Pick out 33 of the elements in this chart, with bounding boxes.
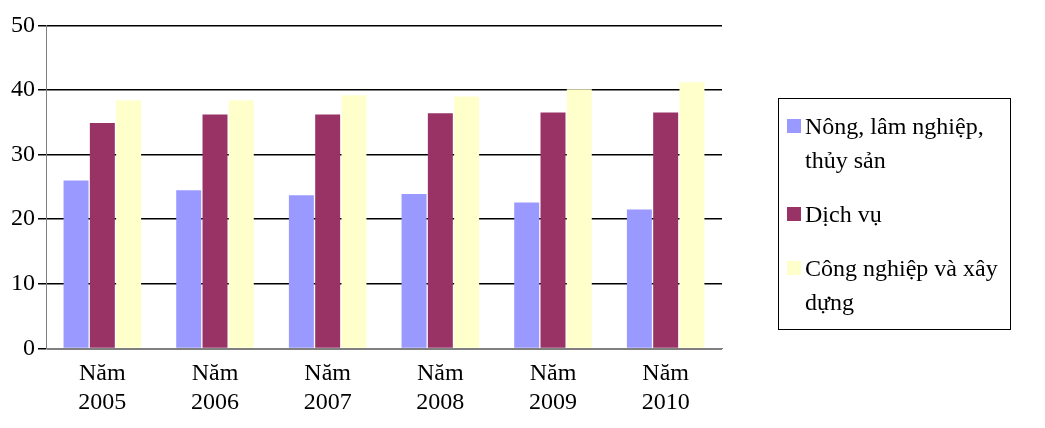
y-tick-label: 0: [23, 333, 35, 360]
bar: [315, 114, 341, 348]
bar: [540, 112, 566, 348]
bar: [228, 100, 254, 348]
legend-label: Dịch vụ: [805, 200, 882, 229]
bar: [288, 195, 314, 348]
bar: [63, 180, 89, 348]
bar: [653, 112, 679, 348]
bar: [679, 82, 705, 348]
legend-label: Công nghiệp và xây dựng: [805, 254, 999, 317]
x-tick-label: Năm 2008: [416, 359, 465, 414]
bar: [116, 100, 142, 348]
legend-label: Nông, lâm nghiệp, thủy sản: [805, 112, 985, 175]
y-tick-label: 10: [11, 269, 35, 296]
bar: [626, 209, 652, 348]
x-tick-label: Năm 2007: [303, 359, 352, 414]
bar: [401, 194, 427, 348]
y-tick-label: 30: [11, 139, 35, 166]
bar: [176, 190, 202, 348]
x-tick-label: Năm 2005: [78, 359, 127, 414]
x-tick-label: Năm 2006: [191, 359, 239, 414]
bar: [202, 114, 228, 348]
x-tick-label: Năm 2009: [529, 359, 577, 414]
bar: [514, 202, 540, 348]
bar: [89, 122, 115, 348]
y-tick-label: 50: [11, 10, 35, 37]
y-tick-label: 40: [11, 75, 35, 102]
y-tick-label: 20: [11, 204, 35, 231]
bar: [454, 96, 480, 348]
bar: [566, 89, 592, 348]
x-tick-label: Năm 2010: [641, 359, 690, 414]
bar: [427, 113, 453, 348]
bar: [341, 95, 367, 348]
